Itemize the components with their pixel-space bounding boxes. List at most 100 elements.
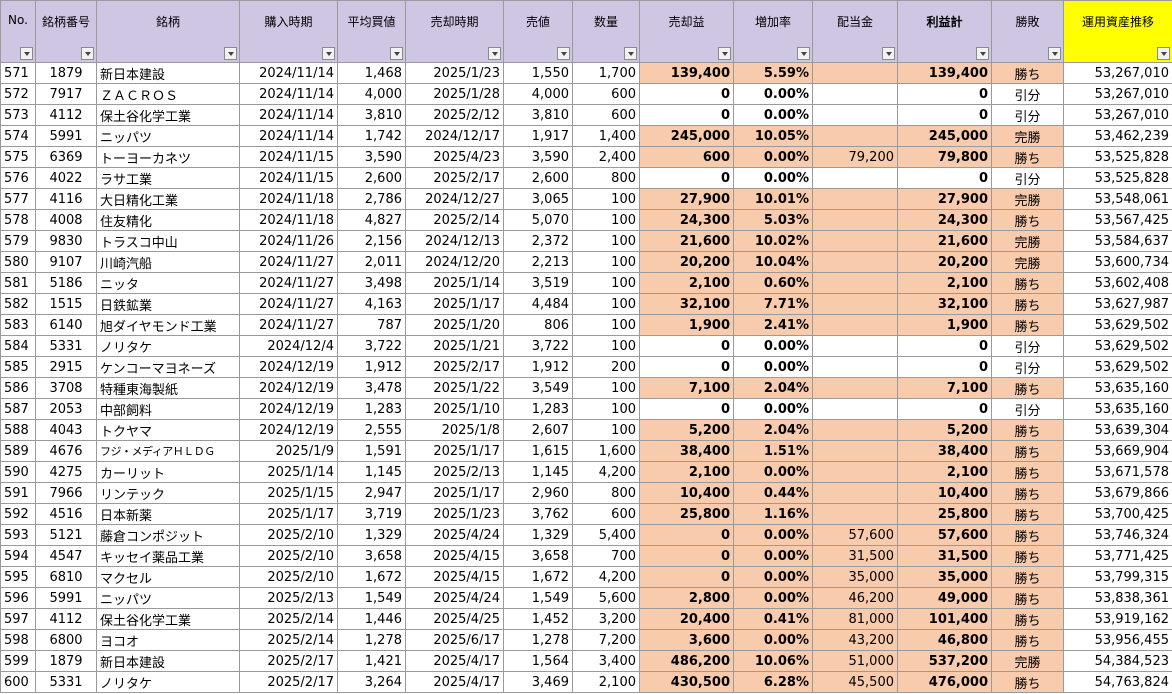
cell-assets[interactable]: 53,669,904 xyxy=(1063,440,1172,462)
cell-total[interactable]: 21,600 xyxy=(897,230,992,252)
cell-no[interactable]: 583 xyxy=(0,314,36,336)
cell-avg-price[interactable]: 3,810 xyxy=(337,104,406,126)
cell-result[interactable]: 勝ち xyxy=(991,272,1064,294)
cell-dividend[interactable] xyxy=(812,356,898,378)
cell-total[interactable]: 245,000 xyxy=(897,125,992,147)
cell-qty[interactable]: 100 xyxy=(572,188,640,210)
cell-name[interactable]: 保土谷化学工業 xyxy=(96,104,240,126)
cell-qty[interactable]: 200 xyxy=(572,356,640,378)
cell-rate[interactable]: 5.59% xyxy=(733,62,813,84)
cell-total[interactable]: 0 xyxy=(897,335,992,357)
cell-code[interactable]: 4516 xyxy=(35,503,97,525)
cell-gain[interactable]: 2,100 xyxy=(639,272,734,294)
cell-no[interactable]: 582 xyxy=(0,293,36,315)
cell-qty[interactable]: 100 xyxy=(572,209,640,231)
cell-result[interactable]: 勝ち xyxy=(991,419,1064,441)
cell-buy-date[interactable]: 2024/11/14 xyxy=(239,83,338,105)
cell-sell-date[interactable]: 2025/1/8 xyxy=(405,419,504,441)
cell-code[interactable]: 5186 xyxy=(35,272,97,294)
cell-name[interactable]: 藤倉コンポジット xyxy=(96,524,240,546)
cell-sell-price[interactable]: 2,372 xyxy=(503,230,573,252)
cell-name[interactable]: トーヨーカネツ xyxy=(96,146,240,168)
cell-no[interactable]: 585 xyxy=(0,356,36,378)
cell-code[interactable]: 5121 xyxy=(35,524,97,546)
cell-assets[interactable]: 54,384,523 xyxy=(1063,650,1172,672)
cell-total[interactable]: 24,300 xyxy=(897,209,992,231)
cell-total[interactable]: 0 xyxy=(897,83,992,105)
cell-name[interactable]: カーリット xyxy=(96,461,240,483)
cell-name[interactable]: フジ・メディアＨＬＤＧ xyxy=(96,440,240,462)
cell-rate[interactable]: 0.00% xyxy=(733,335,813,357)
cell-dividend[interactable] xyxy=(812,503,898,525)
cell-rate[interactable]: 0.00% xyxy=(733,167,813,189)
cell-avg-price[interactable]: 3,719 xyxy=(337,503,406,525)
cell-qty[interactable]: 100 xyxy=(572,230,640,252)
cell-name[interactable]: ニッパツ xyxy=(96,125,240,147)
cell-gain[interactable]: 38,400 xyxy=(639,440,734,462)
cell-rate[interactable]: 2.41% xyxy=(733,314,813,336)
cell-no[interactable]: 591 xyxy=(0,482,36,504)
cell-code[interactable]: 5991 xyxy=(35,125,97,147)
cell-buy-date[interactable]: 2025/2/10 xyxy=(239,566,338,588)
cell-buy-date[interactable]: 2025/1/17 xyxy=(239,503,338,525)
cell-avg-price[interactable]: 2,011 xyxy=(337,251,406,273)
cell-buy-date[interactable]: 2024/11/18 xyxy=(239,209,338,231)
cell-gain[interactable]: 1,900 xyxy=(639,314,734,336)
cell-sell-date[interactable]: 2025/1/17 xyxy=(405,440,504,462)
cell-no[interactable]: 596 xyxy=(0,587,36,609)
cell-avg-price[interactable]: 3,722 xyxy=(337,335,406,357)
cell-sell-price[interactable]: 2,600 xyxy=(503,167,573,189)
cell-avg-price[interactable]: 4,163 xyxy=(337,293,406,315)
cell-qty[interactable]: 100 xyxy=(572,335,640,357)
cell-result[interactable]: 完勝 xyxy=(991,251,1064,273)
cell-qty[interactable]: 600 xyxy=(572,503,640,525)
cell-qty[interactable]: 1,400 xyxy=(572,125,640,147)
cell-total[interactable]: 57,600 xyxy=(897,524,992,546)
cell-assets[interactable]: 53,267,010 xyxy=(1063,104,1172,126)
filter-dropdown-icon[interactable] xyxy=(81,47,94,60)
cell-result[interactable]: 引分 xyxy=(991,104,1064,126)
cell-gain[interactable]: 0 xyxy=(639,545,734,567)
cell-code[interactable]: 4043 xyxy=(35,419,97,441)
cell-avg-price[interactable]: 3,658 xyxy=(337,545,406,567)
cell-assets[interactable]: 53,629,502 xyxy=(1063,314,1172,336)
cell-result[interactable]: 引分 xyxy=(991,167,1064,189)
cell-gain[interactable]: 5,200 xyxy=(639,419,734,441)
cell-sell-date[interactable]: 2025/6/17 xyxy=(405,629,504,651)
cell-dividend[interactable]: 45,500 xyxy=(812,671,898,693)
cell-dividend[interactable] xyxy=(812,167,898,189)
cell-result[interactable]: 勝ち xyxy=(991,629,1064,651)
cell-qty[interactable]: 100 xyxy=(572,314,640,336)
cell-dividend[interactable] xyxy=(812,335,898,357)
cell-gain[interactable]: 139,400 xyxy=(639,62,734,84)
cell-sell-price[interactable]: 1,550 xyxy=(503,62,573,84)
cell-sell-price[interactable]: 1,672 xyxy=(503,566,573,588)
cell-dividend[interactable] xyxy=(812,251,898,273)
cell-result[interactable]: 勝ち xyxy=(991,524,1064,546)
cell-name[interactable]: ノリタケ xyxy=(96,335,240,357)
cell-sell-date[interactable]: 2025/1/14 xyxy=(405,272,504,294)
cell-no[interactable]: 598 xyxy=(0,629,36,651)
cell-name[interactable]: マクセル xyxy=(96,566,240,588)
cell-total[interactable]: 38,400 xyxy=(897,440,992,462)
cell-avg-price[interactable]: 1,329 xyxy=(337,524,406,546)
cell-sell-date[interactable]: 2025/1/17 xyxy=(405,293,504,315)
cell-code[interactable]: 5331 xyxy=(35,335,97,357)
cell-avg-price[interactable]: 1,672 xyxy=(337,566,406,588)
cell-dividend[interactable]: 57,600 xyxy=(812,524,898,546)
cell-no[interactable]: 576 xyxy=(0,167,36,189)
cell-buy-date[interactable]: 2025/2/14 xyxy=(239,629,338,651)
cell-total[interactable]: 101,400 xyxy=(897,608,992,630)
cell-name[interactable]: トラスコ中山 xyxy=(96,230,240,252)
cell-rate[interactable]: 0.00% xyxy=(733,629,813,651)
cell-code[interactable]: 4008 xyxy=(35,209,97,231)
cell-sell-price[interactable]: 1,615 xyxy=(503,440,573,462)
cell-name[interactable]: キッセイ薬品工業 xyxy=(96,545,240,567)
cell-code[interactable]: 1879 xyxy=(35,650,97,672)
cell-sell-date[interactable]: 2025/2/17 xyxy=(405,356,504,378)
cell-no[interactable]: 600 xyxy=(0,671,36,693)
cell-sell-date[interactable]: 2025/4/23 xyxy=(405,146,504,168)
filter-dropdown-icon[interactable] xyxy=(322,47,335,60)
filter-dropdown-icon[interactable] xyxy=(390,47,403,60)
cell-dividend[interactable]: 35,000 xyxy=(812,566,898,588)
